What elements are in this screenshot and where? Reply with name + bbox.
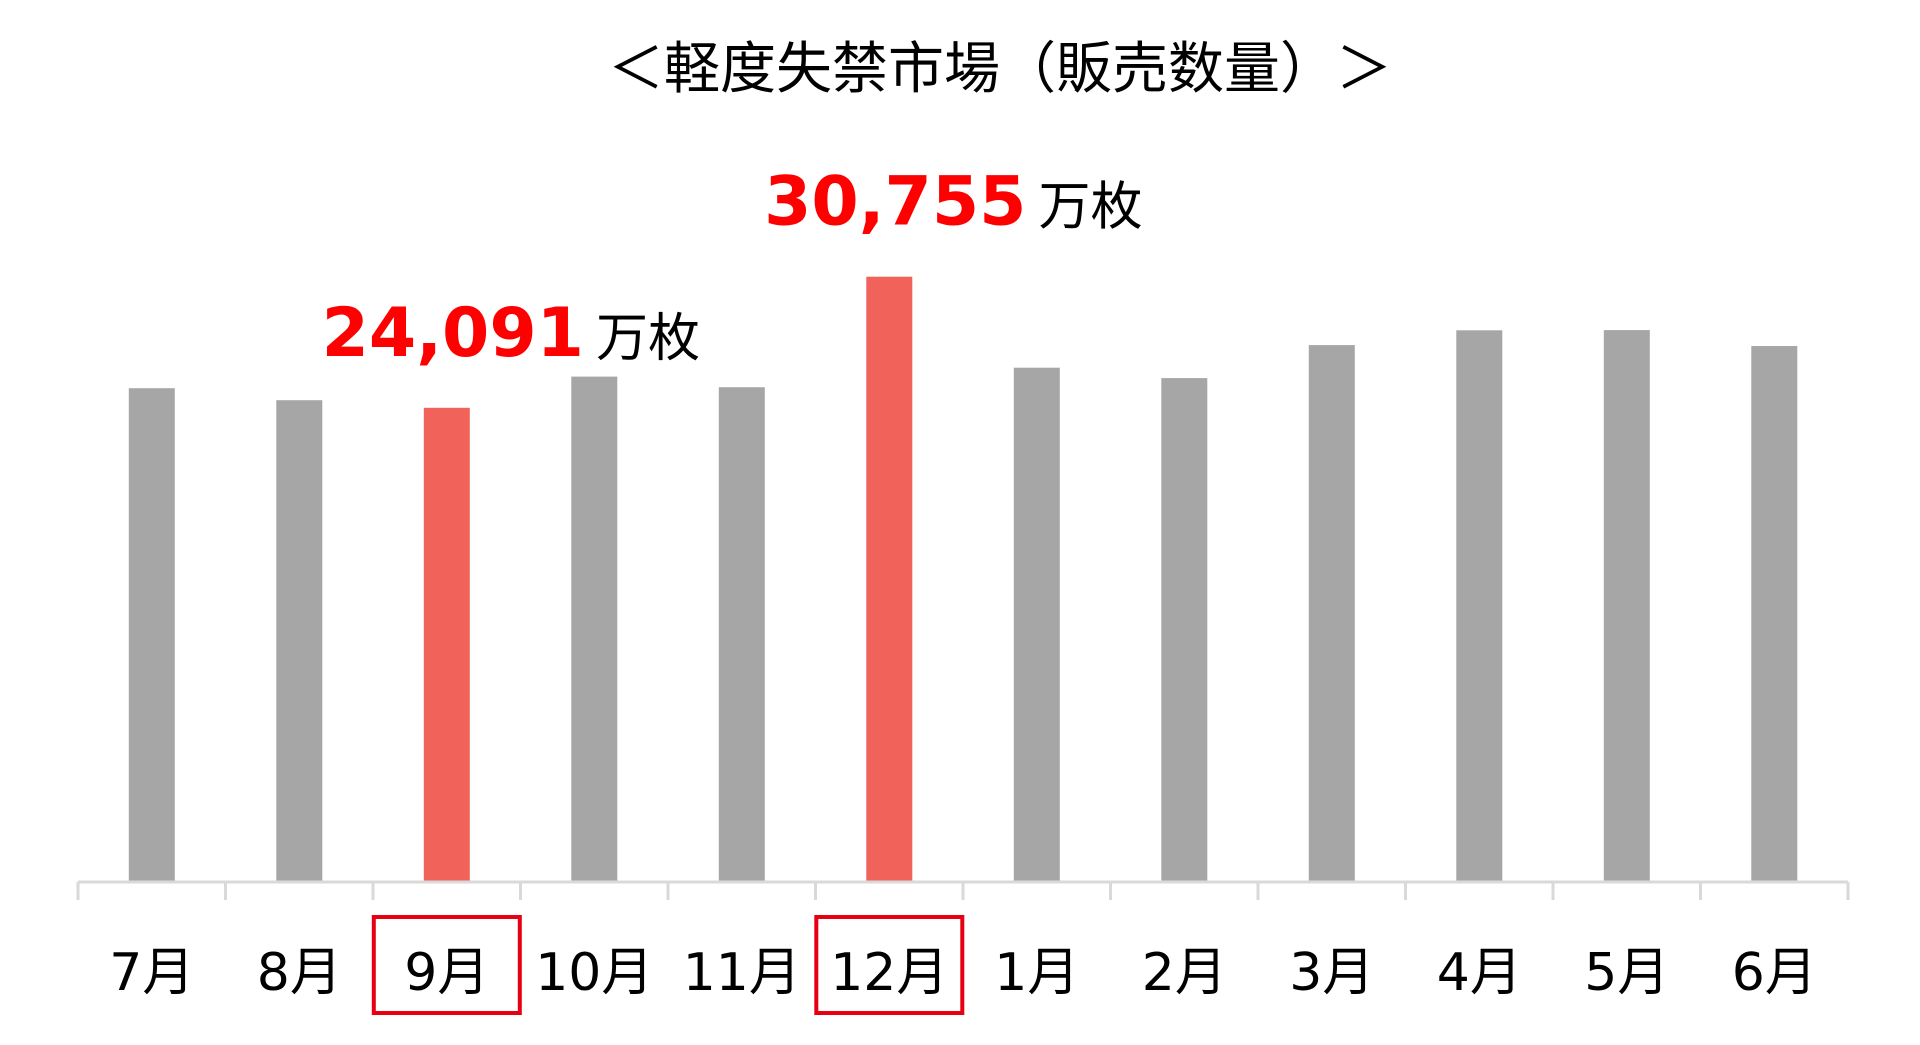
bars-group — [128, 276, 1798, 883]
bar-2 — [276, 400, 323, 882]
x-tick-label: 1月 — [994, 943, 1079, 1003]
x-tick-label: 5月 — [1584, 943, 1669, 1003]
x-axis — [76, 880, 1850, 900]
value-annotation-unit: 万枚 — [1038, 178, 1142, 238]
x-tick-label: 7月 — [109, 943, 194, 1003]
bar-9 — [1308, 345, 1355, 883]
x-tick-label: 3月 — [1289, 943, 1374, 1003]
bar-8 — [1161, 378, 1208, 882]
x-tick-label: 10月 — [535, 943, 653, 1003]
bar-5 — [718, 387, 765, 882]
highlight-box-12月 — [814, 915, 965, 1015]
bar-4 — [571, 376, 618, 882]
x-tick-labels: 7月 8月 9月 10月 11月 12月 1月 2月 3月 4月 5月 6月 — [109, 943, 1817, 1003]
value-annotation-unit: 万枚 — [596, 309, 700, 369]
value-annotation-1: 24,091 万枚 — [322, 294, 700, 373]
value-annotation-number: 24,091 — [322, 294, 584, 373]
value-annotation-number: 30,755 — [764, 163, 1026, 242]
bar-6 — [866, 276, 913, 882]
highlight-boxes — [371, 915, 965, 1015]
x-tick-label: 11月 — [683, 943, 801, 1003]
x-tick-label: 8月 — [257, 943, 342, 1003]
bar-10 — [1456, 330, 1503, 882]
bar-7 — [1013, 367, 1060, 882]
chart-title: ＜軽度失禁市場（販売数量）＞ — [608, 37, 1392, 102]
x-tick-label: 4月 — [1437, 943, 1522, 1003]
bar-1 — [128, 388, 175, 882]
value-annotation-2: 30,755 万枚 — [764, 163, 1142, 242]
highlight-box-9月 — [371, 915, 522, 1015]
x-tick-label: 12月 — [830, 943, 948, 1003]
bar-11 — [1603, 330, 1650, 883]
bar-3 — [423, 407, 470, 882]
bar-12 — [1751, 346, 1798, 882]
x-tick-label: 2月 — [1142, 943, 1227, 1003]
x-tick-label: 6月 — [1732, 943, 1817, 1003]
x-tick-label: 9月 — [404, 943, 489, 1003]
